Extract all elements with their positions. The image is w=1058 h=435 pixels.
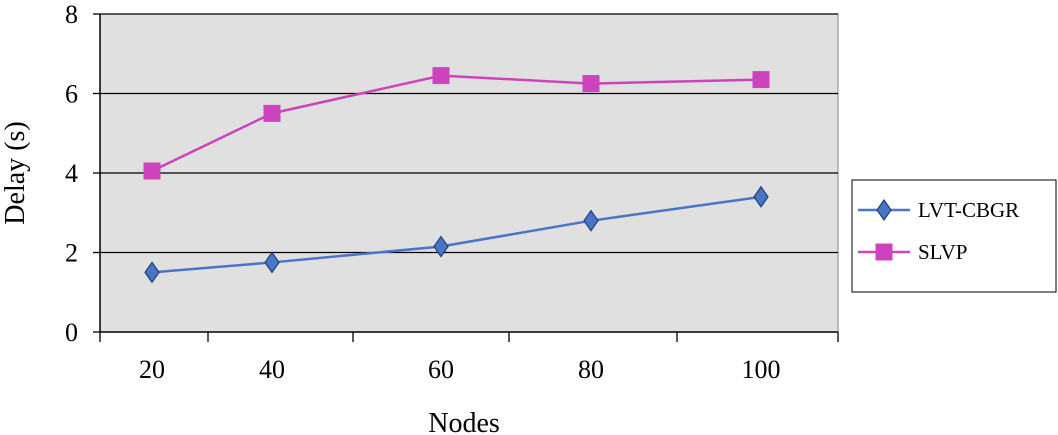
gridlines: [100, 13, 838, 254]
series-slvp: [143, 67, 770, 180]
data-point-lvt-cbgr: [433, 235, 449, 258]
series-lvt-cbgr: [144, 185, 769, 284]
series-layer: [143, 67, 770, 284]
legend-label: LVT-CBGR: [918, 198, 1019, 222]
x-tick-label: 60: [428, 355, 454, 384]
x-tick-label: 100: [742, 355, 781, 384]
x-axis-title: Nodes: [428, 408, 500, 435]
y-tick-label: 2: [65, 239, 78, 268]
legend-marker-lvt-cbgr: [876, 198, 892, 222]
data-point-slvp: [143, 162, 161, 180]
legend-item-slvp: SLVP: [858, 240, 967, 264]
data-point-lvt-cbgr: [264, 251, 280, 274]
x-axis-ticks: 20 40 60 80 100: [99, 332, 839, 384]
data-point-slvp: [752, 71, 770, 89]
y-tick-label: 0: [65, 318, 78, 347]
x-tick-label: 20: [139, 355, 165, 384]
data-point-lvt-cbgr: [583, 209, 599, 232]
y-tick-label: 8: [65, 0, 78, 29]
data-point-slvp: [432, 67, 450, 85]
x-tick-label: 40: [259, 355, 285, 384]
data-point-slvp: [263, 104, 281, 122]
legend-box: [851, 179, 1057, 293]
y-tick-label: 4: [65, 159, 78, 188]
y-axis-title: Delay (s): [0, 121, 31, 224]
y-tick-label: 6: [65, 80, 78, 109]
data-point-lvt-cbgr: [144, 261, 160, 284]
data-point-lvt-cbgr: [753, 185, 769, 208]
data-point-slvp: [582, 75, 600, 93]
y-axis-ticks: 0 2 4 6 8: [65, 0, 100, 347]
legend-marker-slvp: [875, 243, 893, 261]
legend: LVT-CBGR SLVP: [851, 179, 1057, 293]
x-tick-label: 80: [578, 355, 604, 384]
legend-item-lvt-cbgr: LVT-CBGR: [858, 198, 1019, 222]
legend-label: SLVP: [918, 240, 967, 264]
